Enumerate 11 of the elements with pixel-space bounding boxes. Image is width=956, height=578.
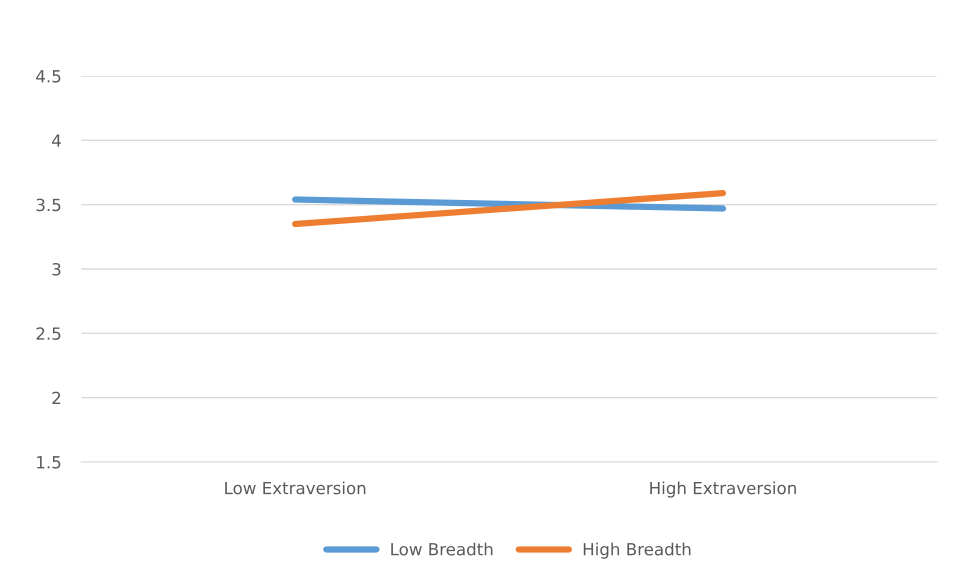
y-tick-label: 1.5 [37, 456, 60, 469]
x-tick-label: High Extraversion [650, 481, 796, 498]
y-tick-label: 2 [52, 392, 60, 404]
legend-label: High Breadth [584, 542, 690, 559]
y-tick-label: 3 [52, 262, 60, 276]
legend-label: Low Breadth [391, 542, 492, 556]
x-tick-label: Low Extraversion [225, 481, 366, 494]
y-tick-label: 3.5 [36, 198, 60, 212]
y-tick-label: 4.5 [36, 70, 60, 83]
y-tick-label: 4 [52, 134, 61, 147]
y-tick-label: 2.5 [36, 327, 60, 340]
